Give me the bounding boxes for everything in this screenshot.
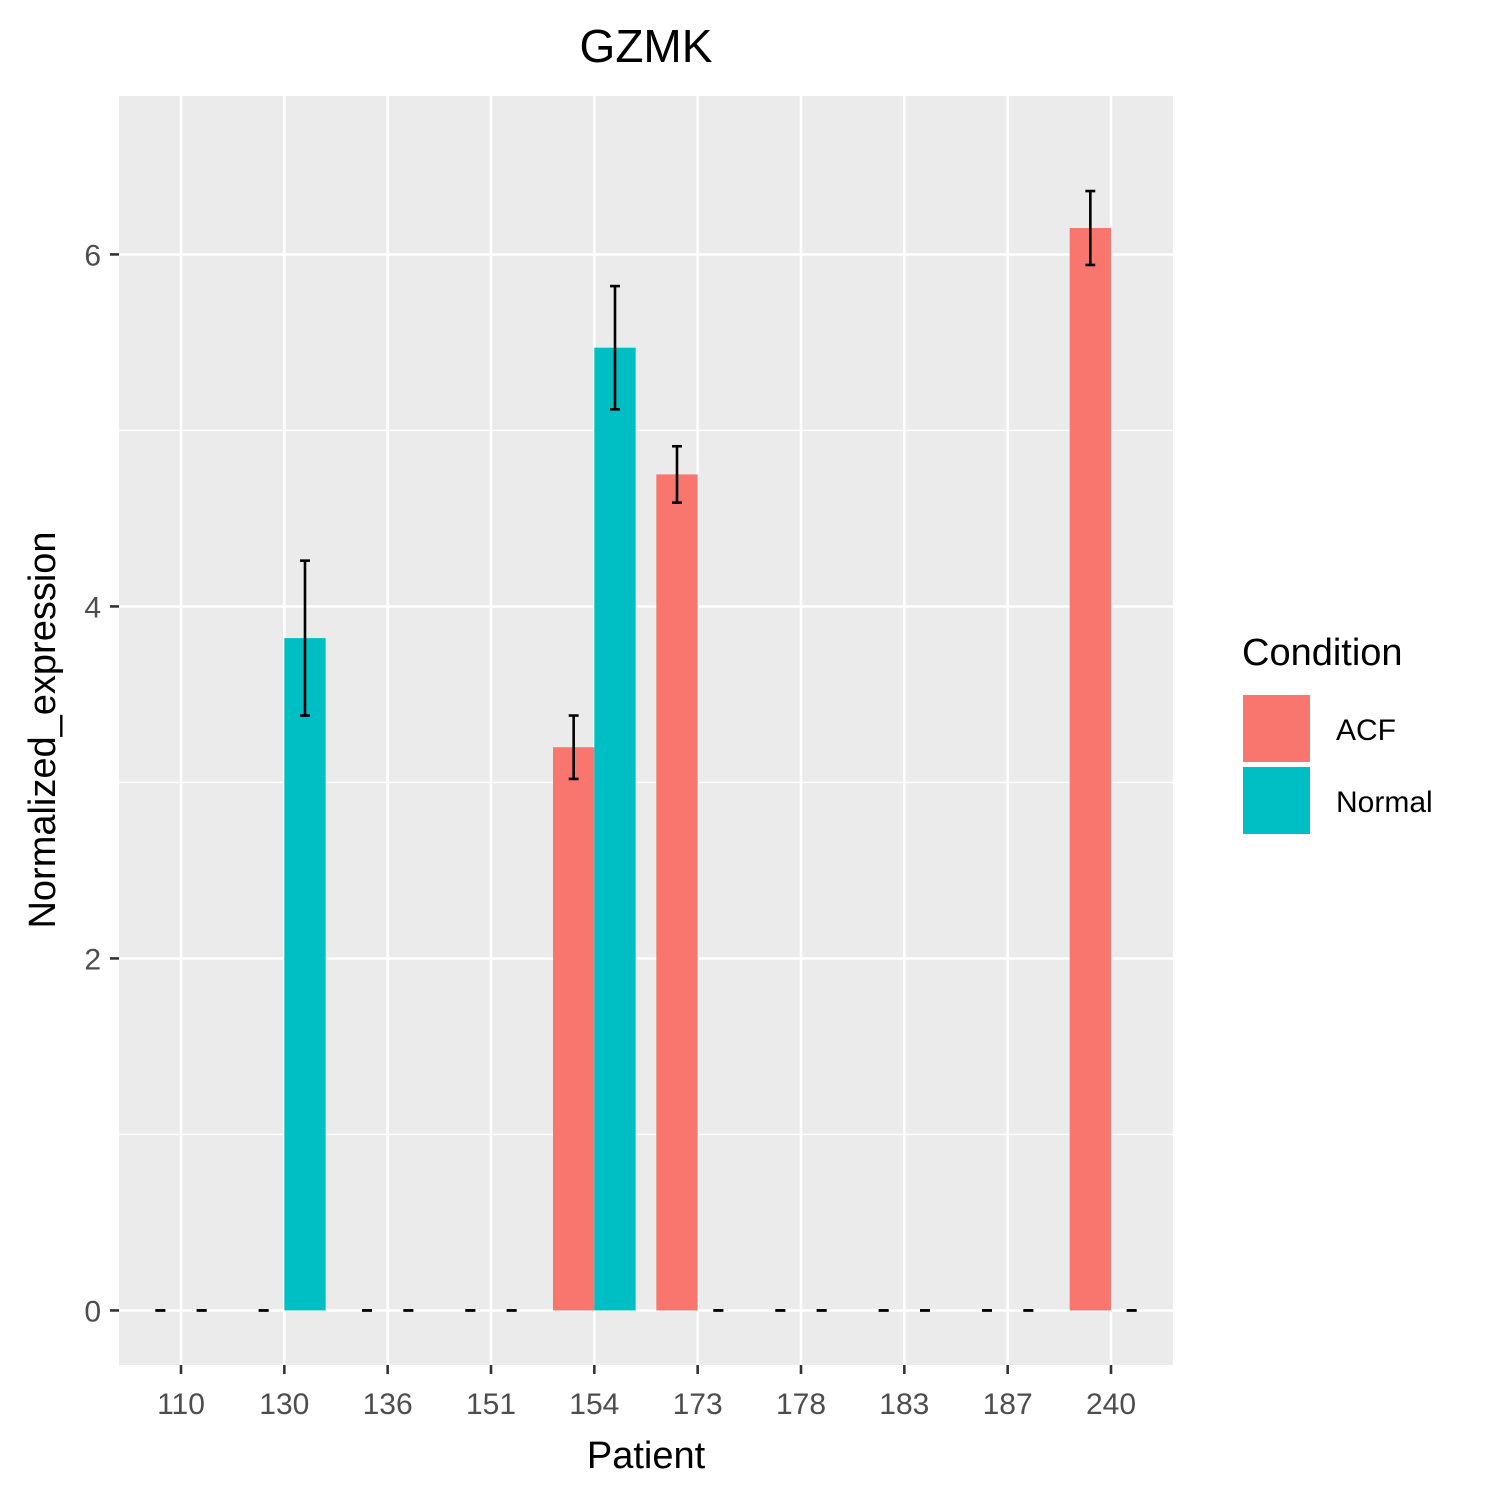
legend: Condition ACF Normal (1241, 632, 1433, 836)
legend-label-normal: Normal (1336, 786, 1433, 819)
y-axis-title: Normalized_expression (22, 531, 64, 928)
bars (284, 228, 1111, 1311)
bar-acf-173 (656, 474, 698, 1311)
bar-normal-130 (284, 638, 326, 1311)
x-axis-ticks: 110 130 136 151 154 173 178 183 187 240 (157, 1365, 1136, 1421)
x-axis-title: Patient (587, 1435, 706, 1477)
y-tick-label: 0 (84, 1295, 101, 1328)
x-tick-label: 187 (983, 1388, 1033, 1421)
x-tick-label: 154 (569, 1388, 619, 1421)
panel-background (119, 96, 1173, 1365)
x-tick-label: 173 (673, 1388, 723, 1421)
x-tick-label: 136 (363, 1388, 413, 1421)
x-tick-label: 240 (1086, 1388, 1136, 1421)
y-axis-ticks: 0 2 4 6 (84, 239, 119, 1328)
y-tick-label: 2 (84, 943, 101, 976)
y-tick-label: 6 (84, 239, 101, 272)
legend-entries: ACF Normal (1241, 693, 1433, 836)
chart-title: GZMK (580, 20, 713, 72)
legend-title: Condition (1242, 632, 1403, 674)
bar-acf-154 (553, 747, 595, 1311)
error-bars (155, 189, 1137, 1312)
x-tick-label: 183 (879, 1388, 929, 1421)
x-tick-label: 110 (157, 1388, 205, 1421)
bar-acf-240 (1069, 228, 1111, 1311)
x-tick-label: 178 (776, 1388, 826, 1421)
x-tick-label: 151 (466, 1388, 516, 1421)
legend-label-acf: ACF (1336, 714, 1396, 747)
bar-normal-154 (594, 347, 636, 1311)
y-tick-label: 4 (84, 591, 101, 624)
legend-key-acf (1241, 693, 1312, 764)
legend-key-normal (1241, 765, 1312, 836)
x-tick-label: 130 (259, 1388, 309, 1421)
